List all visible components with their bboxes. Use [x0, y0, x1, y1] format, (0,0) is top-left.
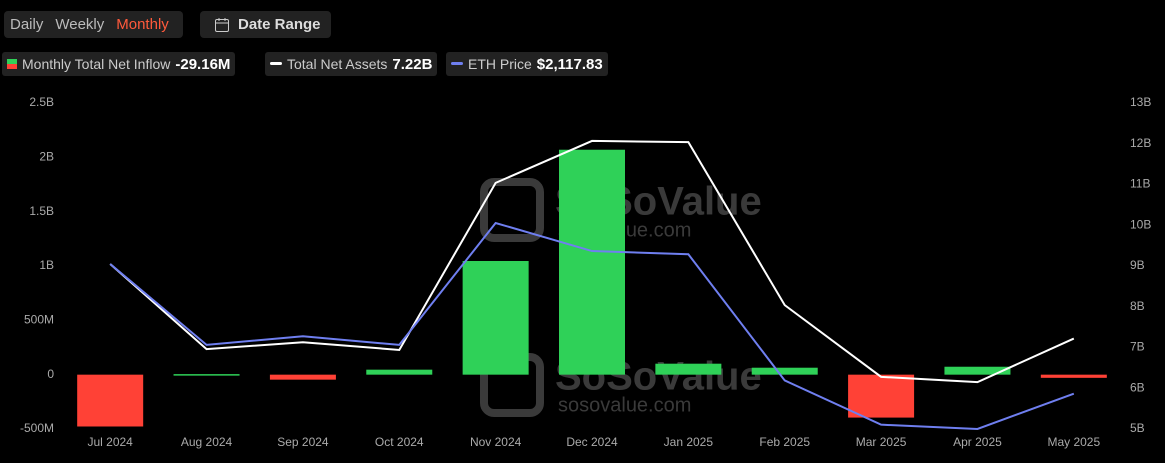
- watermark-logo: [480, 178, 544, 242]
- watermark-url: sosovalue.com: [558, 394, 691, 416]
- x-tick-label: Dec 2024: [566, 435, 618, 449]
- y-tick-label: 500M: [24, 313, 54, 327]
- legend-label: Total Net Assets: [287, 56, 388, 72]
- bar: [173, 374, 240, 376]
- x-tick-label: Feb 2025: [759, 435, 810, 449]
- watermark-brand: SoSoValue: [555, 180, 762, 224]
- x-tick-label: Mar 2025: [856, 435, 907, 449]
- legend-swatch: [7, 59, 17, 69]
- period-button[interactable]: Weekly: [55, 16, 105, 33]
- legend-swatch: [270, 62, 282, 65]
- y-tick-label: 1.5B: [29, 204, 54, 218]
- watermark-brand: SoSoValue: [555, 355, 762, 399]
- x-tick-label: Oct 2024: [375, 435, 424, 449]
- period-selector: Daily Weekly Monthly: [4, 11, 183, 38]
- line: [109, 221, 1075, 431]
- y2-tick-label: 7B: [1130, 340, 1145, 354]
- date-range-button[interactable]: Date Range: [200, 11, 331, 38]
- y2-tick-label: 8B: [1130, 299, 1145, 313]
- period-button[interactable]: Daily: [10, 16, 44, 33]
- x-tick-label: Aug 2024: [181, 435, 233, 449]
- y2-tick-label: 12B: [1130, 136, 1151, 150]
- x-tick-label: Jan 2025: [664, 435, 714, 449]
- y2-tick-label: 9B: [1130, 258, 1145, 272]
- y2-tick-label: 10B: [1130, 217, 1151, 231]
- y2-tick-label: 13B: [1130, 95, 1151, 109]
- legend-item[interactable]: Total Net Assets 7.22B: [265, 52, 438, 76]
- legend-label: ETH Price: [468, 56, 532, 72]
- x-tick-label: Apr 2025: [953, 435, 1002, 449]
- watermark-logo: [480, 353, 544, 417]
- date-range-label: Date Range: [238, 16, 321, 33]
- legend-item[interactable]: ETH Price $2,117.83: [446, 52, 608, 76]
- legend-value: $2,117.83: [536, 55, 603, 73]
- bar: [77, 374, 144, 427]
- bar: [269, 374, 336, 380]
- legend-value: -29.16M: [175, 55, 231, 73]
- bar: [848, 374, 915, 418]
- x-tick-label: May 2025: [1047, 435, 1100, 449]
- legend-label: Monthly Total Net Inflow: [22, 56, 171, 72]
- bar: [751, 367, 818, 375]
- x-tick-label: Sep 2024: [277, 435, 329, 449]
- y2-tick-label: 5B: [1130, 421, 1145, 435]
- bar: [1040, 374, 1107, 378]
- legend-swatch: [451, 62, 463, 65]
- y-tick-label: 2.5B: [29, 95, 54, 109]
- bar: [944, 366, 1011, 375]
- line: [109, 139, 1075, 384]
- watermark-url: sosovalue.com: [558, 219, 691, 241]
- y-tick-label: 0: [47, 367, 54, 381]
- bar: [559, 149, 625, 375]
- y-tick-label: 1B: [39, 258, 54, 272]
- watermark: SoSoValue sosovalue.com SoSoValue sosova…: [480, 178, 762, 417]
- calendar-icon: [215, 17, 229, 32]
- bar: [462, 261, 529, 375]
- x-tick-label: Nov 2024: [470, 435, 522, 449]
- x-tick-label: Jul 2024: [87, 435, 133, 449]
- y-tick-label: 2B: [39, 150, 54, 164]
- legend-item[interactable]: Monthly Total Net Inflow -29.16M: [2, 52, 236, 76]
- y2-tick-label: 6B: [1130, 380, 1145, 394]
- bar: [366, 369, 433, 375]
- legend-value: 7.22B: [392, 55, 433, 73]
- period-button[interactable]: Monthly: [116, 16, 169, 33]
- y-tick-label: -500M: [20, 421, 54, 435]
- bar: [655, 363, 722, 375]
- y2-tick-label: 11B: [1130, 177, 1150, 191]
